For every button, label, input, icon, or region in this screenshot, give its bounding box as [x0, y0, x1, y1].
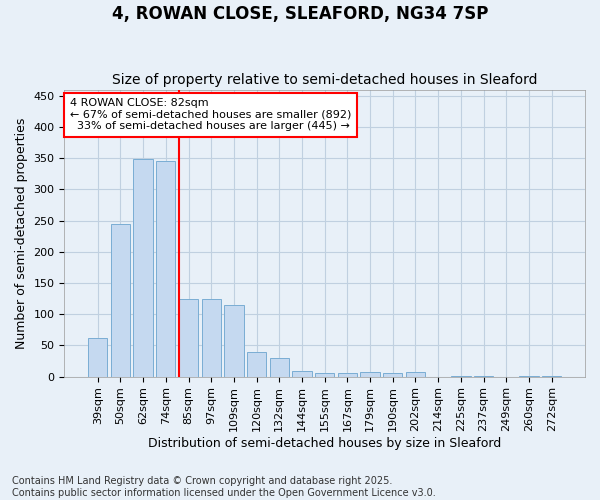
Text: 4, ROWAN CLOSE, SLEAFORD, NG34 7SP: 4, ROWAN CLOSE, SLEAFORD, NG34 7SP: [112, 5, 488, 23]
Y-axis label: Number of semi-detached properties: Number of semi-detached properties: [15, 118, 28, 349]
Text: Contains HM Land Registry data © Crown copyright and database right 2025.
Contai: Contains HM Land Registry data © Crown c…: [12, 476, 436, 498]
Bar: [202, 299, 221, 376]
Bar: [406, 372, 425, 376]
Bar: [361, 372, 380, 376]
Bar: [315, 374, 334, 376]
Bar: [179, 299, 198, 376]
Bar: [111, 224, 130, 376]
Title: Size of property relative to semi-detached houses in Sleaford: Size of property relative to semi-detach…: [112, 73, 538, 87]
Bar: [224, 305, 244, 376]
Bar: [88, 338, 107, 376]
Text: 4 ROWAN CLOSE: 82sqm
← 67% of semi-detached houses are smaller (892)
  33% of se: 4 ROWAN CLOSE: 82sqm ← 67% of semi-detac…: [70, 98, 351, 132]
Bar: [156, 162, 175, 376]
Bar: [338, 374, 357, 376]
Bar: [383, 373, 403, 376]
Bar: [292, 371, 311, 376]
Bar: [133, 160, 153, 376]
X-axis label: Distribution of semi-detached houses by size in Sleaford: Distribution of semi-detached houses by …: [148, 437, 502, 450]
Bar: [247, 352, 266, 376]
Bar: [269, 358, 289, 376]
